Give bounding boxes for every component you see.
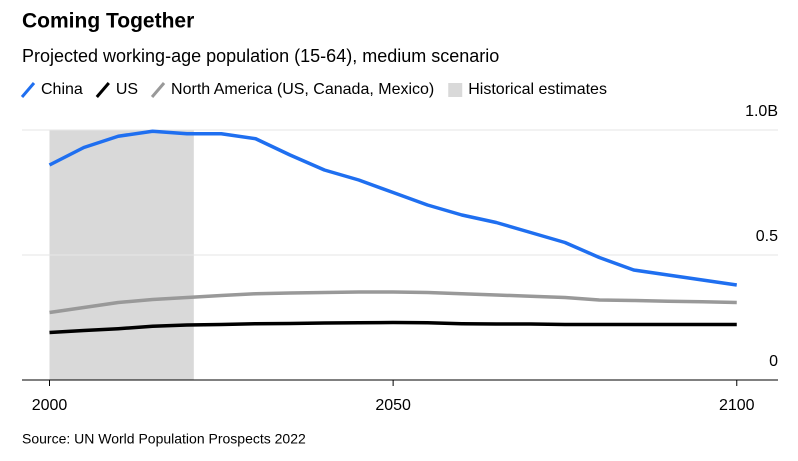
legend-label: US: [116, 81, 138, 98]
legend-label: Historical estimates: [468, 81, 607, 98]
y-tick-label: 0.5: [756, 228, 778, 245]
legend-swatch: [95, 82, 110, 98]
chart-title: Coming Together: [22, 10, 194, 33]
legend-swatch: [448, 83, 463, 97]
x-tick-label: 2050: [375, 397, 411, 414]
legend-swatch: [20, 82, 36, 98]
source: Source: UN World Population Prospects 20…: [22, 431, 306, 447]
legend-label: China: [41, 81, 83, 98]
chart-subtitle: Projected working-age population (15-64)…: [22, 46, 499, 66]
x-tick-label: 2100: [719, 397, 755, 414]
legend-swatch: [150, 82, 166, 98]
legend-label: North America (US, Canada, Mexico): [171, 81, 434, 98]
series-line: [49, 320, 737, 335]
x-tick-label: 2000: [32, 397, 68, 414]
series-line: [48, 129, 738, 287]
y-tick-label: 1.0B: [745, 103, 778, 120]
y-tick-label: 0: [769, 353, 778, 370]
series-line: [49, 290, 737, 315]
